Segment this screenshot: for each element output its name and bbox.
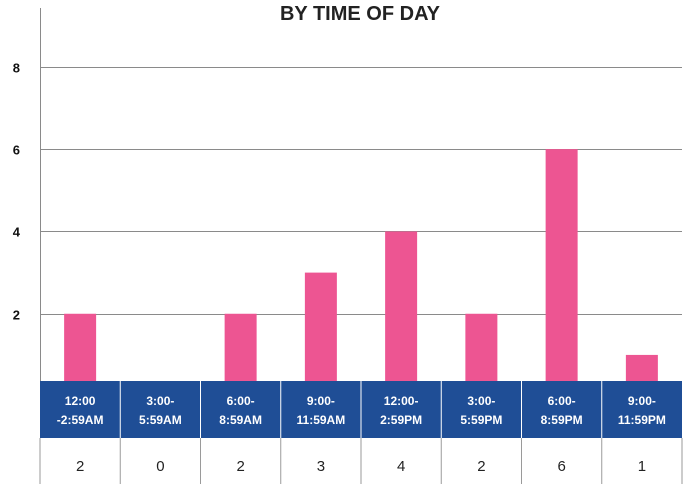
y-tick-label: 8 [13, 61, 20, 76]
bar [465, 313, 498, 381]
x-tick-label: 12:00-2:59PM [380, 394, 422, 427]
data-label: 4 [397, 458, 405, 475]
gridlines [40, 67, 682, 315]
x-tick-label: 9:00-11:59PM [618, 394, 666, 427]
bar [304, 272, 337, 381]
y-tick-label: 2 [13, 308, 20, 323]
data-label: 3 [317, 458, 325, 475]
category-band: 12:00 -2:59AM 3:00-5:59AM 6:00-8:59AM 9:00-1… [40, 381, 682, 438]
x-tick-label: 3:00-5:59PM [460, 394, 502, 427]
data-label: 2 [477, 458, 485, 475]
chart-title: BY TIME OF DAY [280, 3, 441, 25]
data-label: 0 [156, 458, 164, 475]
x-tick-label: 9:00-11:59AM [297, 394, 346, 427]
x-tick-label: 3:00-5:59AM [139, 394, 182, 427]
bars [64, 149, 658, 381]
value-table: 2 0 2 3 4 2 6 1 [39, 438, 683, 484]
y-tick-label: 4 [13, 225, 21, 240]
data-label: 2 [76, 458, 84, 475]
bar [385, 231, 418, 381]
bar [545, 149, 578, 381]
y-tick-label: 6 [13, 143, 20, 158]
bar [224, 313, 257, 381]
data-label: 2 [236, 458, 244, 475]
x-tick-label: 6:00-8:59PM [541, 394, 583, 427]
bar [64, 313, 97, 381]
y-axis: 2 4 6 8 [13, 8, 41, 381]
data-label: 6 [557, 458, 565, 475]
bar [625, 354, 658, 381]
x-tick-label: 12:00 -2:59AM [57, 394, 104, 427]
data-label: 1 [638, 458, 646, 475]
x-tick-label: 6:00-8:59AM [219, 394, 262, 427]
